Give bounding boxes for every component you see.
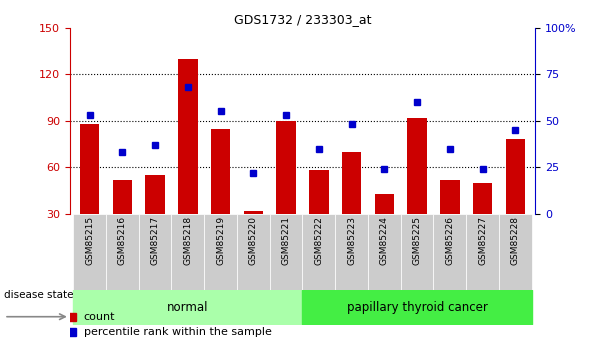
Text: normal: normal xyxy=(167,300,209,314)
Bar xyxy=(473,183,492,214)
Text: percentile rank within the sample: percentile rank within the sample xyxy=(84,327,272,337)
Bar xyxy=(145,175,165,214)
FancyBboxPatch shape xyxy=(106,214,139,290)
Bar xyxy=(244,211,263,214)
FancyBboxPatch shape xyxy=(499,214,532,290)
FancyBboxPatch shape xyxy=(171,214,204,290)
Text: GSM85221: GSM85221 xyxy=(282,216,291,265)
Text: GSM85224: GSM85224 xyxy=(380,216,389,265)
Text: papillary thyroid cancer: papillary thyroid cancer xyxy=(347,300,488,314)
FancyBboxPatch shape xyxy=(401,214,434,290)
Bar xyxy=(440,180,460,214)
Bar xyxy=(342,152,361,214)
Bar xyxy=(506,139,525,214)
Text: GSM85216: GSM85216 xyxy=(118,216,127,265)
Text: GSM85215: GSM85215 xyxy=(85,216,94,265)
Text: count: count xyxy=(84,312,116,322)
Text: GSM85225: GSM85225 xyxy=(413,216,421,265)
Bar xyxy=(407,118,427,214)
FancyBboxPatch shape xyxy=(434,214,466,290)
FancyBboxPatch shape xyxy=(73,214,106,290)
Bar xyxy=(375,194,394,214)
Bar xyxy=(112,180,132,214)
Bar xyxy=(211,129,230,214)
Bar xyxy=(80,124,99,214)
FancyBboxPatch shape xyxy=(368,214,401,290)
Text: GSM85217: GSM85217 xyxy=(151,216,159,265)
Text: disease state: disease state xyxy=(4,290,74,300)
Text: GSM85222: GSM85222 xyxy=(314,216,323,265)
Text: GSM85227: GSM85227 xyxy=(478,216,487,265)
Text: GSM85219: GSM85219 xyxy=(216,216,225,265)
Text: GSM85223: GSM85223 xyxy=(347,216,356,265)
Bar xyxy=(178,59,198,214)
Bar xyxy=(309,170,329,214)
Title: GDS1732 / 233303_at: GDS1732 / 233303_at xyxy=(233,13,371,27)
Text: GSM85226: GSM85226 xyxy=(446,216,454,265)
FancyBboxPatch shape xyxy=(237,214,270,290)
Text: GSM85220: GSM85220 xyxy=(249,216,258,265)
FancyBboxPatch shape xyxy=(270,214,302,290)
FancyBboxPatch shape xyxy=(335,214,368,290)
Bar xyxy=(276,121,296,214)
Text: GSM85218: GSM85218 xyxy=(184,216,192,265)
FancyBboxPatch shape xyxy=(302,214,335,290)
FancyBboxPatch shape xyxy=(466,214,499,290)
FancyBboxPatch shape xyxy=(204,214,237,290)
Text: GSM85228: GSM85228 xyxy=(511,216,520,265)
FancyBboxPatch shape xyxy=(139,214,171,290)
